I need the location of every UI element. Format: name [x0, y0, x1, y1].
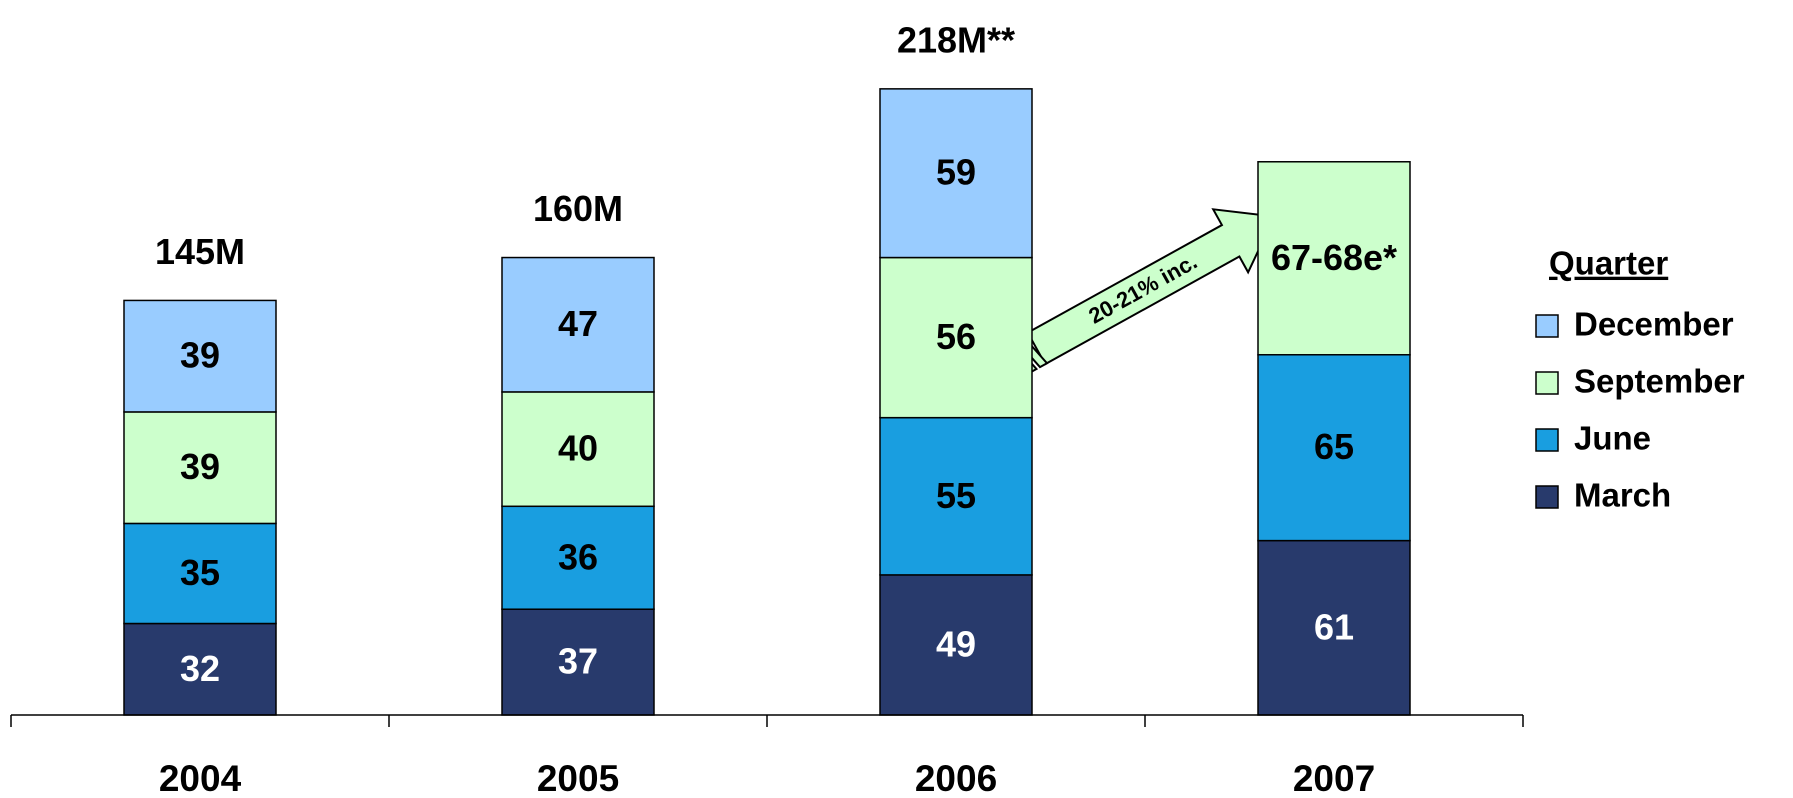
legend-label: March	[1574, 477, 1671, 514]
x-tick-label: 2004	[159, 758, 242, 798]
x-tick-label: 2007	[1293, 758, 1375, 798]
data-label: 39	[180, 446, 220, 487]
bar-segment	[879, 256, 1033, 419]
legend-swatch	[1535, 371, 1559, 395]
total-label: 145M	[155, 231, 245, 272]
data-label: 36	[558, 536, 598, 577]
bar-segment	[501, 505, 655, 610]
bar-segment	[879, 416, 1033, 576]
bar-segment	[879, 88, 1033, 259]
data-label: 67-68e*	[1271, 237, 1397, 278]
legend-swatch	[1535, 314, 1559, 338]
data-label: 47	[558, 303, 598, 344]
bar-segment	[501, 391, 655, 508]
bar-segment	[1257, 161, 1411, 356]
legend-label: June	[1574, 420, 1651, 457]
data-label: 39	[180, 335, 220, 376]
legend-label: December	[1574, 306, 1734, 343]
x-tick-label: 2006	[915, 758, 997, 798]
total-label: 218M**	[897, 19, 1015, 60]
data-label: 65	[1314, 426, 1354, 467]
legend-swatch	[1535, 428, 1559, 452]
bar-segment	[501, 256, 655, 393]
data-label: 49	[936, 623, 976, 664]
data-label: 32	[180, 648, 220, 689]
annotation: 20-21% inc.	[1084, 249, 1201, 329]
legend-title: Quarter	[1549, 245, 1668, 282]
data-label: 40	[558, 428, 598, 469]
data-label: 37	[558, 641, 598, 682]
data-label: 59	[936, 152, 976, 193]
total-label: 160M	[533, 188, 623, 229]
growth-arrow: 20-21% inc.	[1001, 208, 1276, 376]
data-label: 35	[180, 552, 220, 593]
bar-segment	[123, 411, 277, 525]
bar-segment	[123, 522, 277, 625]
x-tick-label: 2005	[537, 758, 619, 798]
bar-segment	[1257, 539, 1411, 716]
bar-segment	[123, 299, 277, 413]
data-label: 55	[936, 475, 976, 516]
data-label: 61	[1314, 606, 1354, 647]
bar-segment	[1257, 354, 1411, 542]
bar-segment	[501, 608, 655, 716]
legend-swatch	[1535, 485, 1559, 509]
data-label: 56	[936, 316, 976, 357]
legend-label: September	[1574, 363, 1745, 400]
